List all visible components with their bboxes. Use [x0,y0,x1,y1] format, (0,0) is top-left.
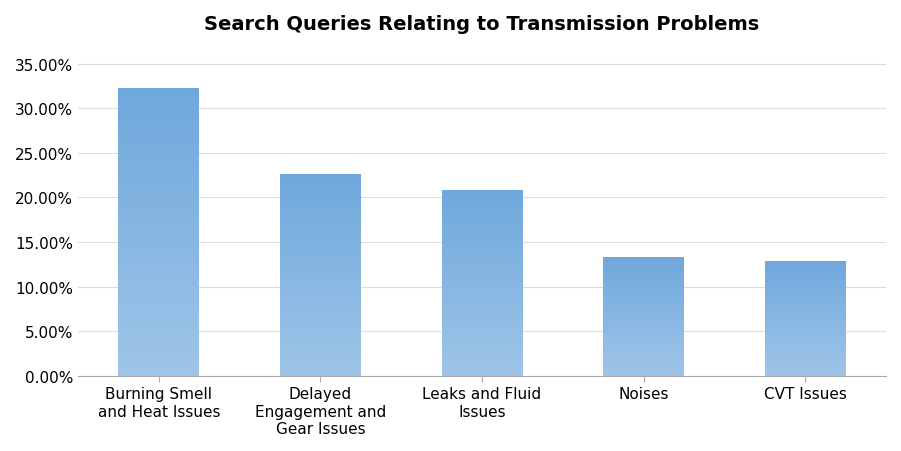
Title: Search Queries Relating to Transmission Problems: Search Queries Relating to Transmission … [205,15,760,34]
